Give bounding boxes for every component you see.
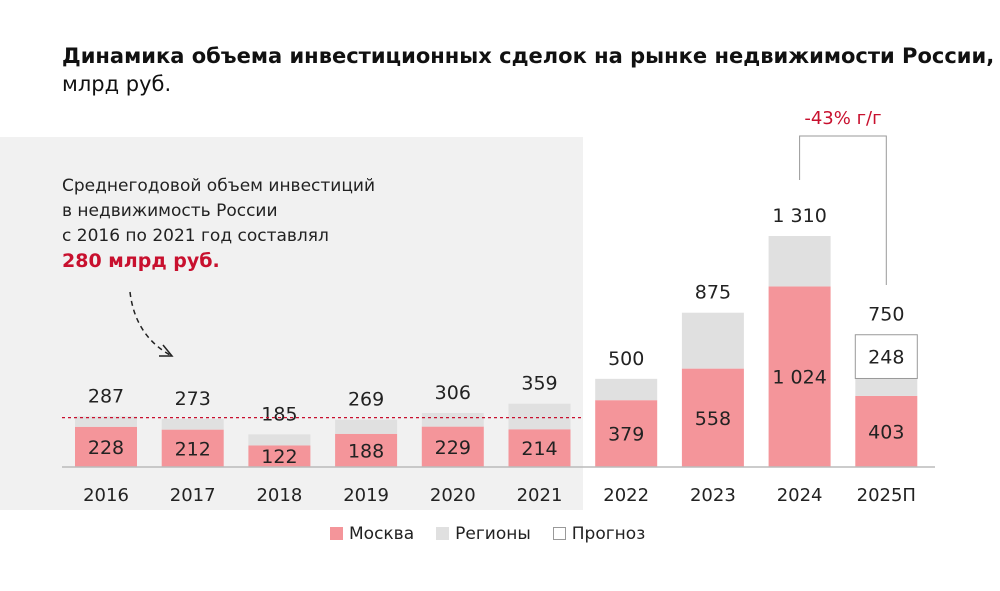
bar-value-label: 379 <box>608 424 644 446</box>
x-tick-label: 2024 <box>777 485 823 506</box>
x-tick-label: 2018 <box>256 485 302 506</box>
annotation-highlight: 280 млрд руб. <box>62 250 220 272</box>
average-annotation: Среднегодовой объем инвестиций в недвижи… <box>62 174 375 274</box>
chart-title: Динамика объема инвестиционных сделок на… <box>62 44 995 96</box>
bar-segment <box>421 426 484 467</box>
bar-value-label: 122 <box>261 446 297 468</box>
x-tick-label: 2017 <box>170 485 216 506</box>
bar-value-label: 214 <box>521 438 557 460</box>
bar-segment <box>595 378 658 401</box>
bar-value-label: 558 <box>695 408 731 430</box>
bar-value-label: 228 <box>88 437 124 459</box>
bar-segment <box>75 426 137 467</box>
bar-segment <box>335 419 398 434</box>
bar-total-label: 185 <box>261 403 297 425</box>
bar-segment <box>681 368 744 467</box>
x-tick-label: 2016 <box>83 485 129 506</box>
bar-value-label: 1 024 <box>772 367 826 389</box>
annotation-line: Среднегодовой объем инвестиций <box>62 176 375 196</box>
annotation-line: с 2016 по 2021 год составлял <box>62 226 329 246</box>
bar-value-label: 248 <box>868 347 904 369</box>
legend-item-moscow: Москва <box>330 524 414 544</box>
bar-value-label: 212 <box>175 438 211 460</box>
x-tick-label: 2020 <box>430 485 476 506</box>
bar-total-label: 273 <box>175 388 211 410</box>
bar-total-label: 306 <box>435 382 471 404</box>
x-tick-label: 2025П <box>857 485 916 506</box>
bar-segment <box>508 403 571 430</box>
legend-item-forecast: Прогноз <box>552 524 645 544</box>
bar-total-label: 269 <box>348 389 384 411</box>
bar-total-label: 750 <box>868 304 904 326</box>
x-tick-label: 2021 <box>517 485 563 506</box>
legend: Москва Регионы Прогноз <box>330 524 645 544</box>
bar-value-label: 188 <box>348 440 384 462</box>
bar-value-label: 403 <box>868 421 904 443</box>
bar-segment <box>508 429 571 467</box>
bar-segment <box>161 418 224 430</box>
bar-total-label: 875 <box>695 282 731 304</box>
x-tick-label: 2019 <box>343 485 389 506</box>
bar-segment <box>854 334 918 379</box>
legend-item-regions: Регионы <box>436 524 531 544</box>
bar-segment <box>335 433 398 467</box>
bar-segment <box>681 312 744 369</box>
bar-segment <box>75 416 137 427</box>
bar-total-label: 287 <box>88 385 124 407</box>
bar-total-label: 359 <box>521 373 557 395</box>
bar-segment <box>248 445 311 467</box>
bar-segment <box>248 434 311 446</box>
bar-total-label: 1 310 <box>772 205 826 227</box>
arrow-head-icon <box>159 344 174 357</box>
bar-segment <box>855 378 918 396</box>
bar-total-label: 500 <box>608 348 644 370</box>
bar-segment <box>855 395 918 467</box>
annotation-arrow <box>129 291 171 356</box>
x-tick-label: 2023 <box>690 485 736 506</box>
bar-segment <box>161 429 224 467</box>
bar-segment <box>595 400 658 467</box>
bar-segment <box>768 286 831 467</box>
annotation-line: в недвижимость России <box>62 201 278 221</box>
bar-value-label: 229 <box>435 437 471 459</box>
bar-segment <box>421 413 484 427</box>
change-label: -43% г/г <box>804 108 881 129</box>
bar-segment <box>768 236 831 287</box>
x-tick-label: 2022 <box>603 485 649 506</box>
change-bracket <box>799 135 887 285</box>
